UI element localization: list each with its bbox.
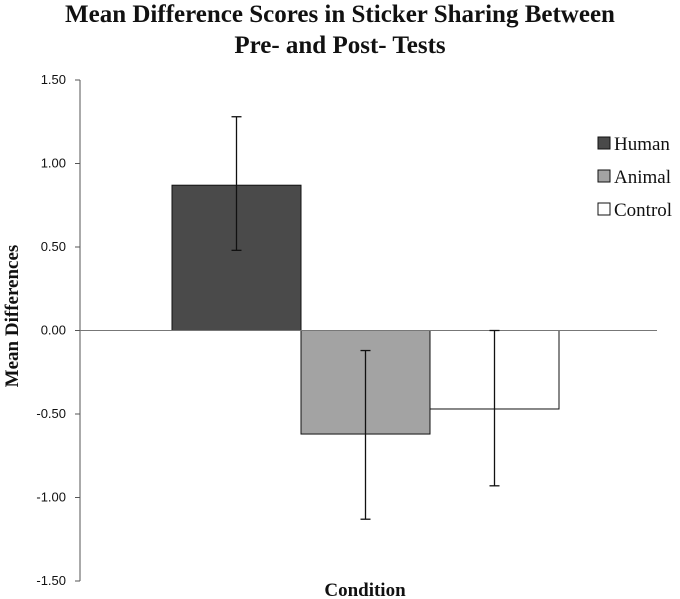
y-tick-label: 0.00 xyxy=(41,323,66,338)
y-tick-label: 1.00 xyxy=(41,156,66,171)
chart-title-line-1: Mean Difference Scores in Sticker Sharin… xyxy=(65,1,615,28)
x-axis-label: Condition xyxy=(324,580,406,599)
y-tick-label: 0.50 xyxy=(41,239,66,254)
y-axis-label: Mean Differences xyxy=(2,245,23,388)
legend-label-control: Control xyxy=(614,200,672,221)
legend: Human Animal Control xyxy=(597,134,672,221)
y-axis: 1.50 1.00 0.50 0.00 -0.50 -1.00 -1.50 xyxy=(36,72,81,588)
y-ticks: 1.50 1.00 0.50 0.00 -0.50 -1.00 -1.50 xyxy=(36,72,80,588)
legend-label-animal: Animal xyxy=(614,167,671,188)
y-tick-label: -1.00 xyxy=(36,490,66,505)
y-tick-label: -1.50 xyxy=(36,573,66,588)
y-tick-label: 1.50 xyxy=(41,72,66,87)
legend-swatch-human xyxy=(597,136,611,150)
legend-label-human: Human xyxy=(614,134,670,155)
legend-swatch-animal xyxy=(597,169,611,183)
error-bars xyxy=(231,116,500,520)
y-tick-label: -0.50 xyxy=(36,406,66,421)
legend-swatch-control xyxy=(597,202,611,216)
chart-title-line-2: Pre- and Post- Tests xyxy=(234,32,446,59)
